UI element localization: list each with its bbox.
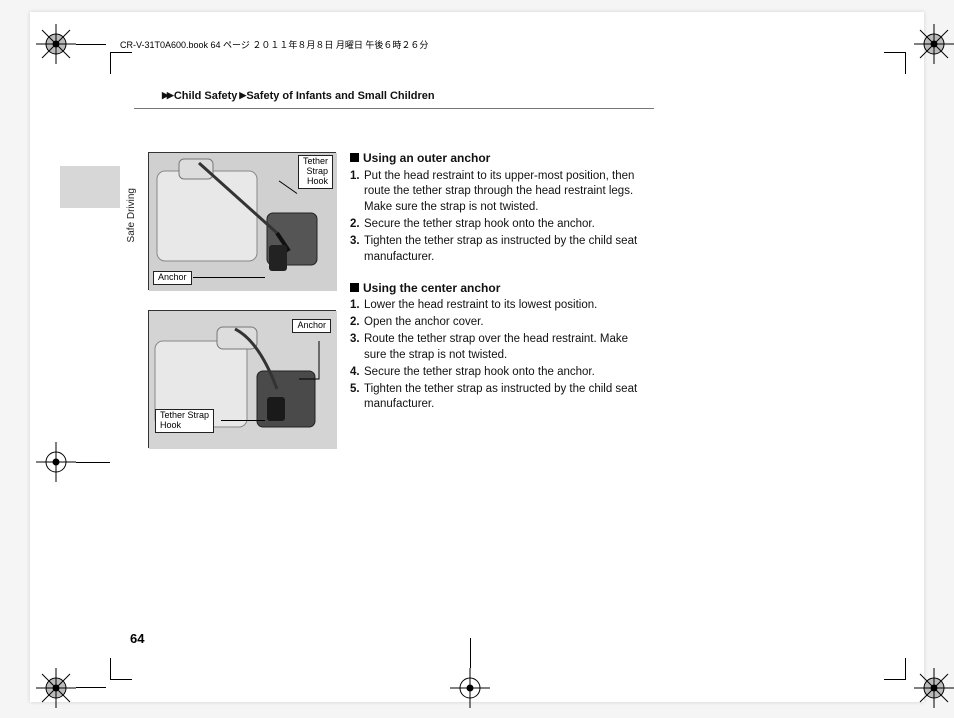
step-text: Secure the tether strap hook onto the an… (364, 218, 595, 230)
header-rule (134, 108, 654, 109)
step-number: 1. (350, 298, 360, 314)
breadcrumb-arrow-icon: ▶▶ (162, 90, 172, 101)
regmark-bottom-right (914, 668, 954, 708)
step-number: 3. (350, 332, 360, 348)
crossline (76, 44, 106, 45)
source-meta: CR-V-31T0A600.book 64 ページ ２０１１年８月８日 月曜日 … (120, 38, 428, 51)
square-bullet-icon (350, 283, 359, 292)
breadcrumb-arrow-icon: ▶ (239, 90, 244, 101)
manual-page: CR-V-31T0A600.book 64 ページ ２０１１年８月８日 月曜日 … (30, 12, 924, 702)
steps-list: 1.Put the head restraint to its upper-mo… (350, 169, 640, 266)
step-text: Lower the head restraint to its lowest p… (364, 299, 597, 311)
crop-mark (110, 658, 132, 680)
step-text: Secure the tether strap hook onto the an… (364, 366, 595, 378)
step-number: 3. (350, 234, 360, 250)
step-text: Route the tether strap over the head res… (364, 333, 628, 361)
step-text: Put the head restraint to its upper-most… (364, 170, 634, 214)
step-item: 2.Secure the tether strap hook onto the … (364, 217, 640, 233)
crossline (76, 687, 106, 688)
step-item: 3.Route the tether strap over the head r… (364, 332, 640, 364)
step-number: 4. (350, 365, 360, 381)
step-item: 3.Tighten the tether strap as instructed… (364, 234, 640, 266)
figure-label-tether-hook: Tether Strap Hook (298, 155, 333, 189)
breadcrumb: ▶▶Child Safety▶Safety of Infants and Sma… (162, 90, 435, 102)
square-bullet-icon (350, 153, 359, 162)
leader-line (193, 277, 265, 278)
step-text: Tighten the tether strap as instructed b… (364, 235, 637, 263)
page-number: 64 (130, 631, 144, 646)
step-item: 5.Tighten the tether strap as instructed… (364, 382, 640, 414)
section-title-text: Using an outer anchor (363, 151, 490, 165)
step-number: 1. (350, 169, 360, 185)
crossline (470, 638, 471, 668)
crossline (76, 462, 110, 463)
step-item: 1.Put the head restraint to its upper-mo… (364, 169, 640, 217)
step-text: Tighten the tether strap as instructed b… (364, 383, 637, 411)
side-label: Safe Driving (126, 188, 137, 242)
figure-outer-anchor: Tether Strap Hook Anchor (148, 152, 336, 290)
regmark-bottom-left (36, 668, 76, 708)
instructions-column: Using an outer anchor 1.Put the head res… (350, 150, 640, 414)
regmark-top-right (914, 24, 954, 64)
section-tab (60, 166, 120, 208)
regmark-mid-left (36, 442, 76, 482)
regmark-bottom-center (450, 668, 490, 708)
figure-label-tether-hook: Tether Strap Hook (155, 409, 214, 433)
section-title: Using the center anchor (350, 280, 640, 297)
figure-label-anchor: Anchor (153, 271, 192, 285)
step-item: 2.Open the anchor cover. (364, 315, 640, 331)
step-number: 5. (350, 382, 360, 398)
crop-mark (110, 52, 132, 74)
breadcrumb-seg: Safety of Infants and Small Children (246, 90, 434, 102)
regmark-top-left (36, 24, 76, 64)
section-title-text: Using the center anchor (363, 281, 500, 295)
figure-label-anchor: Anchor (292, 319, 331, 333)
breadcrumb-seg: Child Safety (174, 90, 238, 102)
section-title: Using an outer anchor (350, 150, 640, 167)
crop-mark (884, 658, 906, 680)
step-text: Open the anchor cover. (364, 316, 484, 328)
step-item: 4.Secure the tether strap hook onto the … (364, 365, 640, 381)
figure-center-anchor: Anchor Tether Strap Hook (148, 310, 336, 448)
step-number: 2. (350, 217, 360, 233)
crop-mark (884, 52, 906, 74)
steps-list: 1. Lower the head restraint to its lowest… (350, 298, 640, 413)
step-number: 2. (350, 315, 360, 331)
section-outer-anchor: Using an outer anchor 1.Put the head res… (350, 150, 640, 266)
section-center-anchor: Using the center anchor 1. Lower the head… (350, 280, 640, 414)
leader-line (221, 420, 265, 421)
step-item: 1.Lower the head restraint to its lowest… (364, 298, 640, 314)
